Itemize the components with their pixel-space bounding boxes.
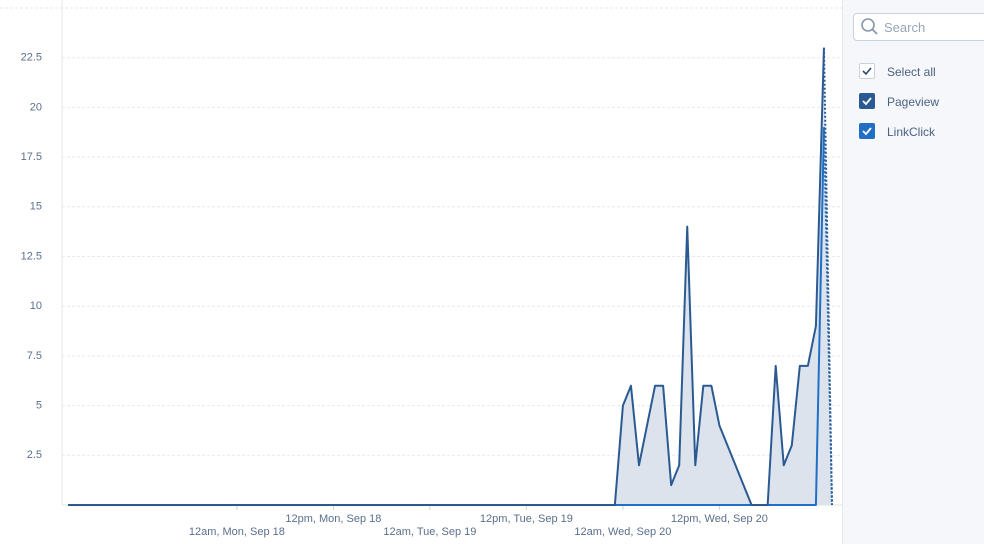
y-tick-label: 5 <box>36 400 42 412</box>
area <box>68 47 832 505</box>
search-placeholder: Search <box>884 20 926 35</box>
legend-label: LinkClick <box>887 125 936 139</box>
x-tick-label: 12pm, Mon, Sep 18 <box>285 513 381 525</box>
y-tick-label: 22.5 <box>21 52 42 64</box>
check <box>862 67 872 76</box>
y-tick-label: 10 <box>30 300 42 312</box>
search-icon <box>861 18 878 35</box>
y-tick-label: 17.5 <box>21 151 42 163</box>
check <box>862 97 872 106</box>
check <box>862 127 872 136</box>
line <box>68 47 825 506</box>
x-tick-label: 12am, Mon, Sep 18 <box>189 526 285 538</box>
checkbox[interactable] <box>859 63 875 79</box>
checkbox[interactable] <box>859 93 875 109</box>
y-tick-label: 12.5 <box>21 250 42 262</box>
y-tick-label: 20 <box>30 101 42 113</box>
line-incomplete <box>822 47 833 506</box>
x-tick-label: 12pm, Tue, Sep 19 <box>480 513 573 525</box>
sidebar: Search Select all Pageview LinkClick <box>842 0 984 544</box>
select-all-label: Select all <box>887 65 936 79</box>
x-tick-label: 12pm, Wed, Sep 20 <box>671 513 768 525</box>
chart: 2.5 5 7.5 10 12.5 15 17.5 20 22.5 12am, Mon, Sep … <box>0 0 842 538</box>
checkbox[interactable] <box>859 123 875 139</box>
y-tick-label: 15 <box>30 201 42 213</box>
y-tick-label: 7.5 <box>27 350 42 362</box>
x-tick-label: 12am, Tue, Sep 19 <box>383 526 476 538</box>
x-tick-label: 12am, Wed, Sep 20 <box>574 526 671 538</box>
search-box[interactable]: Search <box>853 13 984 41</box>
y-tick-label: 2.5 <box>27 449 42 461</box>
legend-label: Pageview <box>887 95 940 109</box>
